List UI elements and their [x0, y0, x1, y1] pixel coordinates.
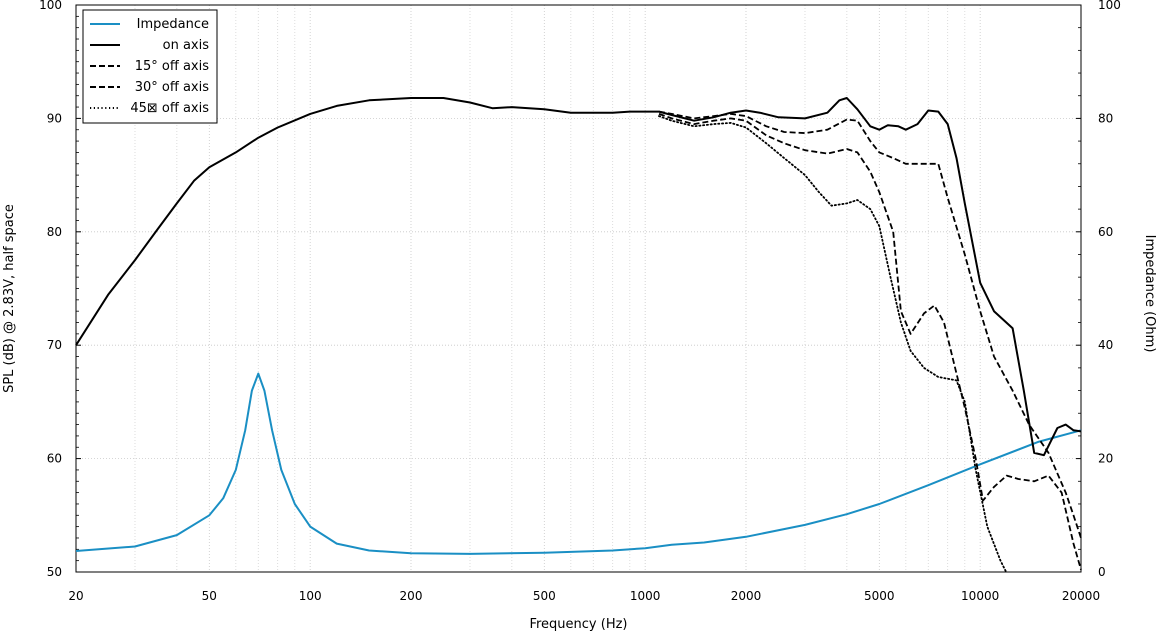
x-tick-label: 100: [299, 589, 322, 603]
x-axis-title: Frequency (Hz): [529, 617, 627, 631]
series-line-1: [75, 97, 1082, 457]
y2-tick-label: 100: [1098, 0, 1121, 12]
y2-tick-label: 0: [1098, 565, 1106, 579]
y-tick-label: 90: [47, 111, 62, 125]
legend-box: [82, 9, 218, 124]
x-tick-label: 1000: [630, 589, 661, 603]
legend: Impedance on axis 15° off axis 30° off axis…: [82, 9, 218, 124]
x-tick-label: 20000: [1062, 589, 1100, 603]
x-tick-label: 10000: [961, 589, 999, 603]
x-tick-label: 200: [400, 589, 423, 603]
grid: [76, 5, 1081, 572]
y-tick-label: 60: [47, 452, 62, 466]
y-axis-title: SPL (dB) @ 2.83V, half space: [2, 204, 17, 393]
x-tick-label: 2000: [731, 589, 762, 603]
y2-axis-title: Impedance (Ohm): [1142, 235, 1157, 353]
y-tick-label: 70: [47, 338, 62, 352]
series-layer: [75, 97, 1082, 574]
legend-label: 45⊠ off axis: [130, 101, 209, 116]
legend-label: 15° off axis: [135, 59, 209, 74]
y2-tick-label: 60: [1098, 225, 1113, 239]
legend-label: 30° off axis: [135, 80, 209, 95]
series-line-4: [658, 115, 1008, 574]
y-tick-label: 80: [47, 225, 62, 239]
tick-labels: 20 50 100 200 500 1000 2000 5000 10000 2000050607…: [39, 0, 1121, 603]
legend-label: Impedance: [137, 17, 209, 32]
y2-tick-label: 20: [1098, 452, 1113, 466]
y2-tick-label: 80: [1098, 111, 1113, 125]
series-line-2: [658, 110, 1082, 539]
legend-label: on axis: [163, 38, 210, 53]
y2-tick-label: 40: [1098, 338, 1113, 352]
tick-marks: [76, 4, 1081, 573]
y-tick-label: 100: [39, 0, 62, 12]
series-line-0: [75, 372, 1082, 555]
x-tick-label: 500: [533, 589, 556, 603]
y-tick-label: 50: [47, 565, 62, 579]
x-tick-label: 20: [68, 589, 83, 603]
x-tick-label: 5000: [864, 589, 895, 603]
plot-frame: [75, 4, 1082, 573]
x-tick-label: 50: [202, 589, 217, 603]
series-line-3: [658, 113, 1082, 570]
